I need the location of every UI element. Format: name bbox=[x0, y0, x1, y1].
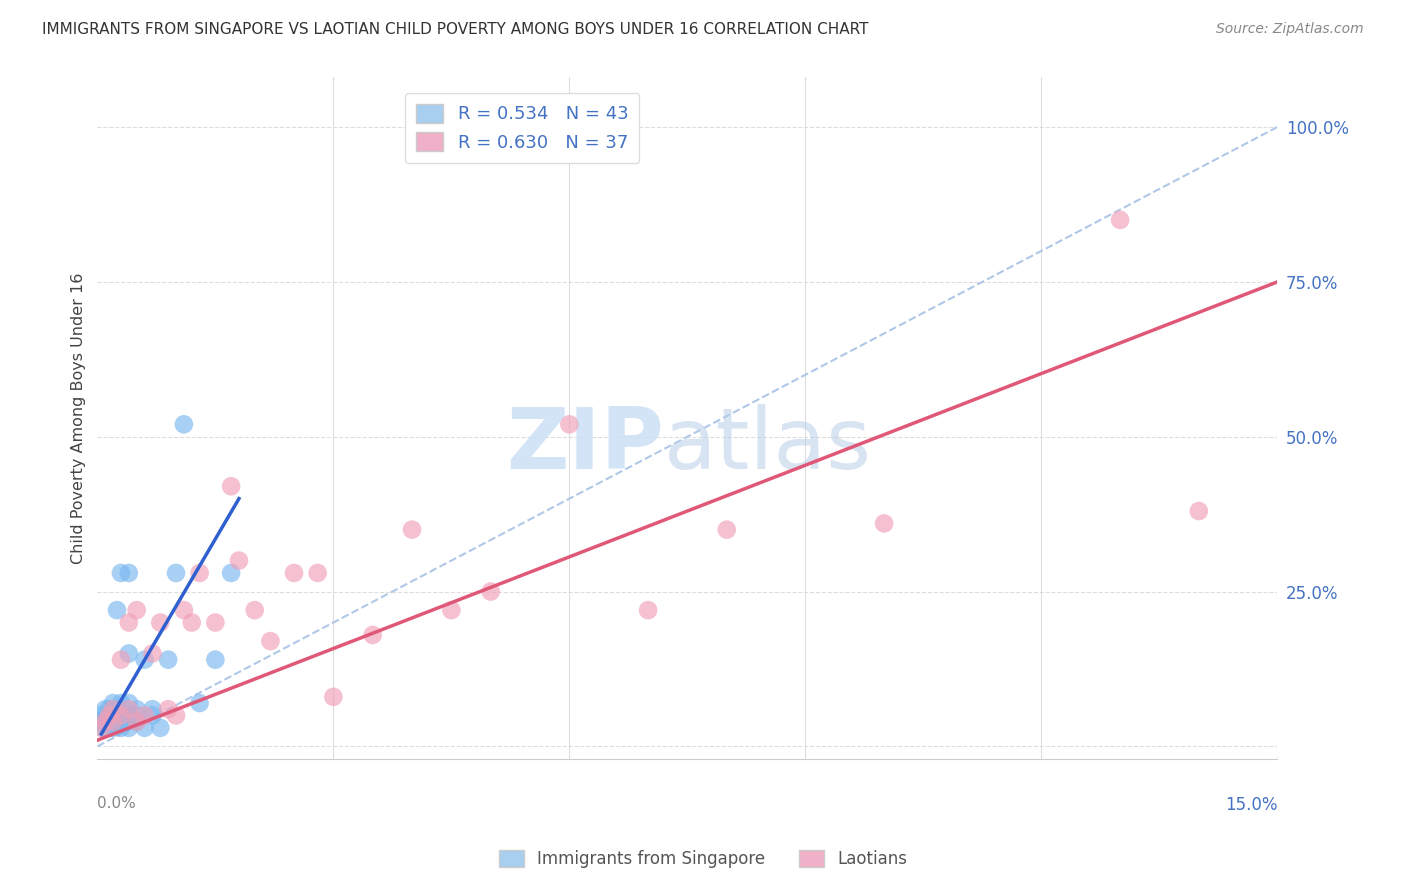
Point bbox=[283, 566, 305, 580]
Point bbox=[322, 690, 344, 704]
Point bbox=[125, 714, 148, 729]
Text: 0.0%: 0.0% bbox=[97, 797, 136, 811]
Point bbox=[98, 702, 121, 716]
Point bbox=[101, 702, 124, 716]
Point bbox=[134, 708, 156, 723]
Point bbox=[165, 708, 187, 723]
Point bbox=[141, 647, 163, 661]
Text: ZIP: ZIP bbox=[506, 404, 664, 487]
Point bbox=[219, 479, 242, 493]
Point bbox=[361, 628, 384, 642]
Point bbox=[101, 702, 124, 716]
Point bbox=[110, 566, 132, 580]
Point bbox=[101, 714, 124, 729]
Text: atlas: atlas bbox=[664, 404, 872, 487]
Point bbox=[188, 566, 211, 580]
Point bbox=[149, 615, 172, 630]
Point bbox=[118, 615, 141, 630]
Point bbox=[90, 708, 112, 723]
Point bbox=[100, 708, 122, 723]
Point bbox=[558, 417, 581, 432]
Point bbox=[204, 653, 226, 667]
Point bbox=[105, 708, 128, 723]
Point bbox=[125, 714, 148, 729]
Point bbox=[114, 714, 136, 729]
Point bbox=[1188, 504, 1211, 518]
Point bbox=[118, 647, 141, 661]
Legend: R = 0.534   N = 43, R = 0.630   N = 37: R = 0.534 N = 43, R = 0.630 N = 37 bbox=[405, 94, 640, 162]
Text: IMMIGRANTS FROM SINGAPORE VS LAOTIAN CHILD POVERTY AMONG BOYS UNDER 16 CORRELATI: IMMIGRANTS FROM SINGAPORE VS LAOTIAN CHI… bbox=[42, 22, 869, 37]
Point bbox=[110, 721, 132, 735]
Point bbox=[91, 721, 114, 735]
Point bbox=[180, 615, 202, 630]
Point bbox=[307, 566, 329, 580]
Point bbox=[125, 702, 148, 716]
Point bbox=[94, 714, 117, 729]
Point bbox=[157, 702, 180, 716]
Point bbox=[110, 696, 132, 710]
Point bbox=[134, 721, 156, 735]
Point bbox=[243, 603, 266, 617]
Point bbox=[118, 721, 141, 735]
Point bbox=[188, 696, 211, 710]
Point bbox=[125, 708, 148, 723]
Text: 15.0%: 15.0% bbox=[1225, 797, 1278, 814]
Point bbox=[219, 566, 242, 580]
Point bbox=[94, 702, 117, 716]
Point bbox=[96, 708, 118, 723]
Point bbox=[101, 721, 124, 735]
Point bbox=[141, 702, 163, 716]
Point bbox=[157, 653, 180, 667]
Point bbox=[165, 566, 187, 580]
Point bbox=[118, 708, 141, 723]
Point bbox=[94, 714, 117, 729]
Point bbox=[204, 615, 226, 630]
Text: Source: ZipAtlas.com: Source: ZipAtlas.com bbox=[1216, 22, 1364, 37]
Point bbox=[105, 603, 128, 617]
Point bbox=[118, 702, 141, 716]
Point bbox=[101, 696, 124, 710]
Point bbox=[110, 708, 132, 723]
Point bbox=[716, 523, 738, 537]
Point bbox=[90, 721, 112, 735]
Point bbox=[101, 714, 124, 729]
Point bbox=[1109, 213, 1132, 227]
Point bbox=[104, 714, 127, 729]
Point bbox=[110, 702, 132, 716]
Point bbox=[173, 603, 195, 617]
Point bbox=[479, 584, 502, 599]
Point bbox=[118, 566, 141, 580]
Point bbox=[125, 603, 148, 617]
Point bbox=[228, 553, 250, 567]
Point bbox=[637, 603, 659, 617]
Point bbox=[134, 653, 156, 667]
Y-axis label: Child Poverty Among Boys Under 16: Child Poverty Among Boys Under 16 bbox=[72, 272, 86, 564]
Point bbox=[118, 696, 141, 710]
Point bbox=[873, 516, 896, 531]
Point bbox=[98, 708, 121, 723]
Point bbox=[98, 714, 121, 729]
Legend: Immigrants from Singapore, Laotians: Immigrants from Singapore, Laotians bbox=[492, 843, 914, 875]
Point bbox=[401, 523, 423, 537]
Point bbox=[440, 603, 463, 617]
Point bbox=[259, 634, 281, 648]
Point bbox=[89, 714, 111, 729]
Point bbox=[110, 653, 132, 667]
Point bbox=[97, 721, 120, 735]
Point bbox=[141, 708, 163, 723]
Point bbox=[173, 417, 195, 432]
Point bbox=[101, 708, 124, 723]
Point bbox=[149, 721, 172, 735]
Point bbox=[110, 708, 132, 723]
